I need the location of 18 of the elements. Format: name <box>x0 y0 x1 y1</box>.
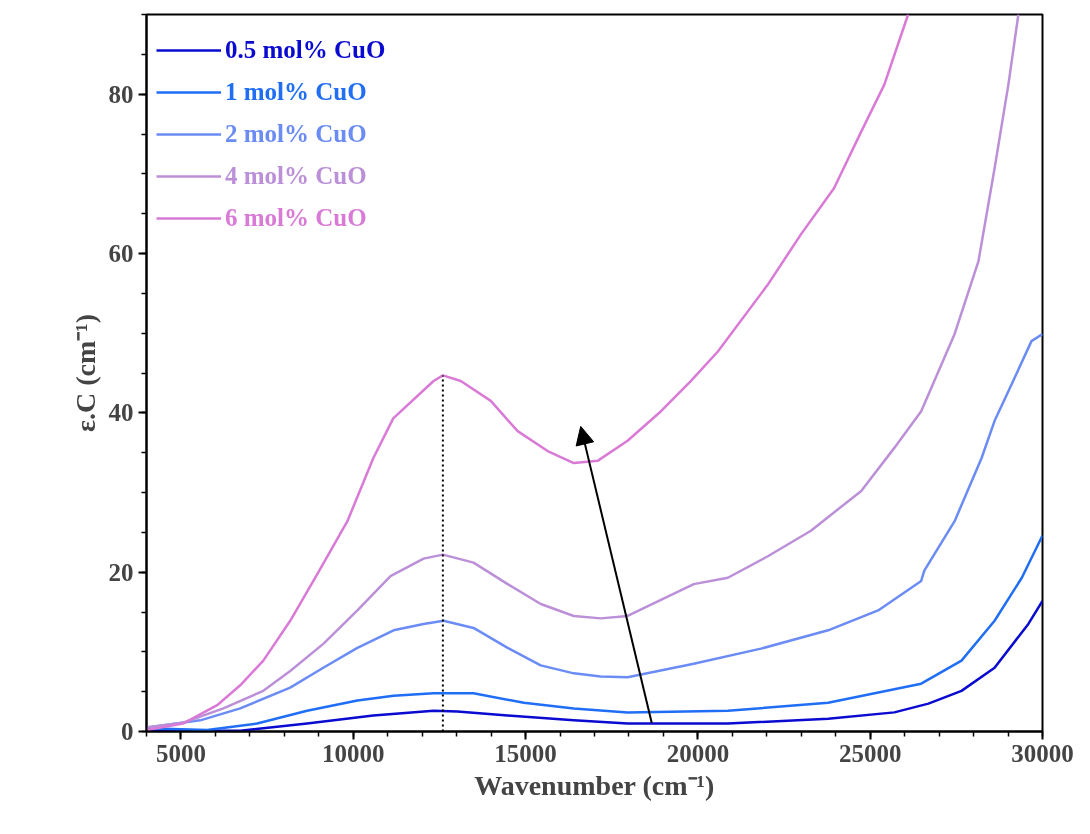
legend-label: 4 mol% CuO <box>225 162 367 190</box>
x-tick-label: 5000 <box>155 739 206 767</box>
legend-label: 6 mol% CuO <box>225 204 367 232</box>
x-tick-label: 10000 <box>322 739 385 767</box>
y-tick-label: 20 <box>108 558 134 586</box>
x-tick-label: 15000 <box>494 739 557 767</box>
x-axis-title: Wavenumber (cm⁻¹) <box>474 769 715 801</box>
legend-label: 1 mol% CuO <box>225 78 367 106</box>
y-tick-label: 40 <box>108 399 134 427</box>
y-tick-label: 80 <box>108 80 134 108</box>
legend-label: 0.5 mol% CuO <box>225 36 386 64</box>
x-tick-label: 25000 <box>838 739 902 767</box>
y-axis-title: ε.C (cm⁻¹) <box>69 314 101 432</box>
legend-label: 2 mol% CuO <box>225 120 367 148</box>
y-tick-label: 60 <box>108 240 134 267</box>
x-tick-label: 20000 <box>666 739 730 767</box>
y-tick-label: 0 <box>121 718 134 745</box>
x-tick-label: 30000 <box>1011 739 1074 767</box>
